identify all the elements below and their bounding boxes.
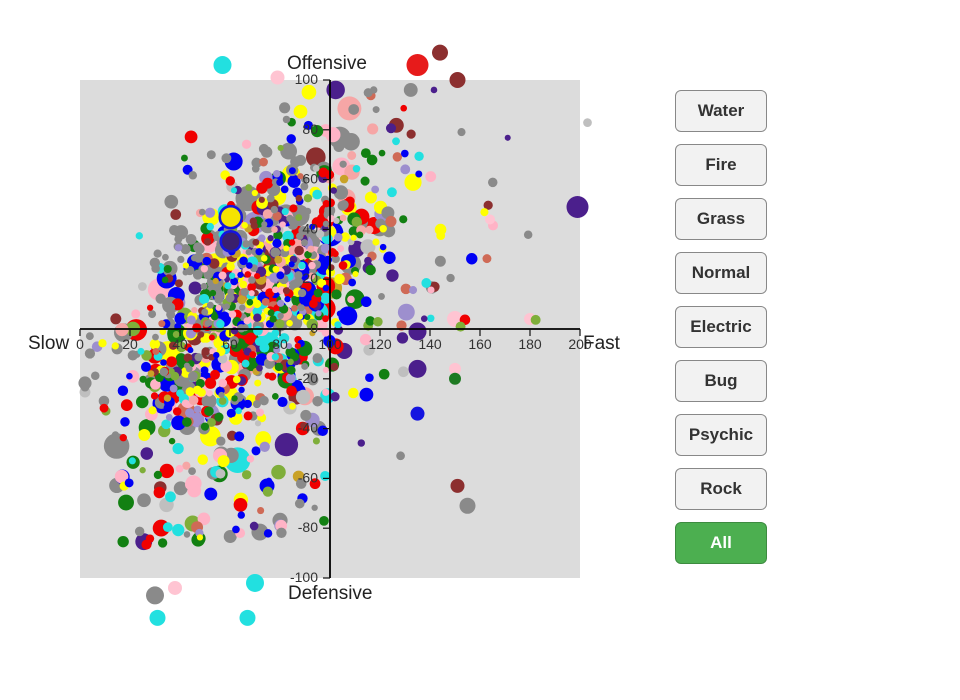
svg-text:120: 120: [368, 336, 392, 352]
svg-text:-60: -60: [298, 469, 318, 485]
svg-text:-20: -20: [298, 370, 318, 386]
svg-text:40: 40: [172, 336, 188, 352]
svg-text:80: 80: [272, 336, 288, 352]
svg-text:0: 0: [76, 336, 84, 352]
svg-text:140: 140: [418, 336, 442, 352]
svg-text:100: 100: [318, 336, 342, 352]
svg-text:0: 0: [310, 320, 318, 336]
svg-text:60: 60: [222, 336, 238, 352]
svg-text:20: 20: [122, 336, 138, 352]
svg-text:80: 80: [302, 121, 318, 137]
svg-text:-40: -40: [298, 420, 318, 436]
svg-text:-80: -80: [298, 519, 318, 535]
svg-text:20: 20: [302, 270, 318, 286]
svg-text:40: 40: [302, 220, 318, 236]
svg-text:160: 160: [468, 336, 492, 352]
svg-text:60: 60: [302, 171, 318, 187]
svg-text:180: 180: [518, 336, 542, 352]
